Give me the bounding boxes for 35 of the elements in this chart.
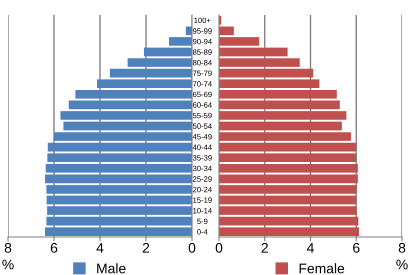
bar xyxy=(97,79,192,88)
bar xyxy=(219,68,314,78)
x-axis-title: % xyxy=(2,260,14,270)
bar xyxy=(75,90,192,99)
bar xyxy=(219,90,337,99)
bar xyxy=(219,153,356,162)
bar xyxy=(219,100,340,110)
bar xyxy=(219,227,359,236)
bar xyxy=(110,68,192,78)
x-tick-label: 4 xyxy=(96,243,104,253)
x-tick-label: 6 xyxy=(50,242,58,253)
bar xyxy=(219,142,356,152)
x-tick-label: 6 xyxy=(353,242,360,253)
x-tick-label: 0 xyxy=(188,242,196,253)
x-tick-label: 2 xyxy=(262,242,268,253)
x-tick-label: 4 xyxy=(306,243,314,253)
x-tick-label: 8 xyxy=(398,242,406,253)
bar xyxy=(46,216,192,226)
x-tick-label: 0 xyxy=(216,242,222,253)
legend-label: Female xyxy=(300,263,344,274)
bar xyxy=(45,174,192,184)
bar xyxy=(45,227,192,236)
bar xyxy=(48,142,192,152)
bar xyxy=(219,174,358,184)
bar xyxy=(47,153,192,162)
x-tick-label: 8 xyxy=(4,242,12,253)
x-tick-label: 2 xyxy=(142,242,150,253)
bar xyxy=(219,26,234,36)
bar xyxy=(219,216,358,226)
legend-label: Male xyxy=(97,263,126,274)
bar xyxy=(46,164,192,173)
bar xyxy=(219,164,358,173)
bar xyxy=(219,79,320,88)
bar xyxy=(68,100,192,110)
x-axis-title: % xyxy=(396,260,408,270)
